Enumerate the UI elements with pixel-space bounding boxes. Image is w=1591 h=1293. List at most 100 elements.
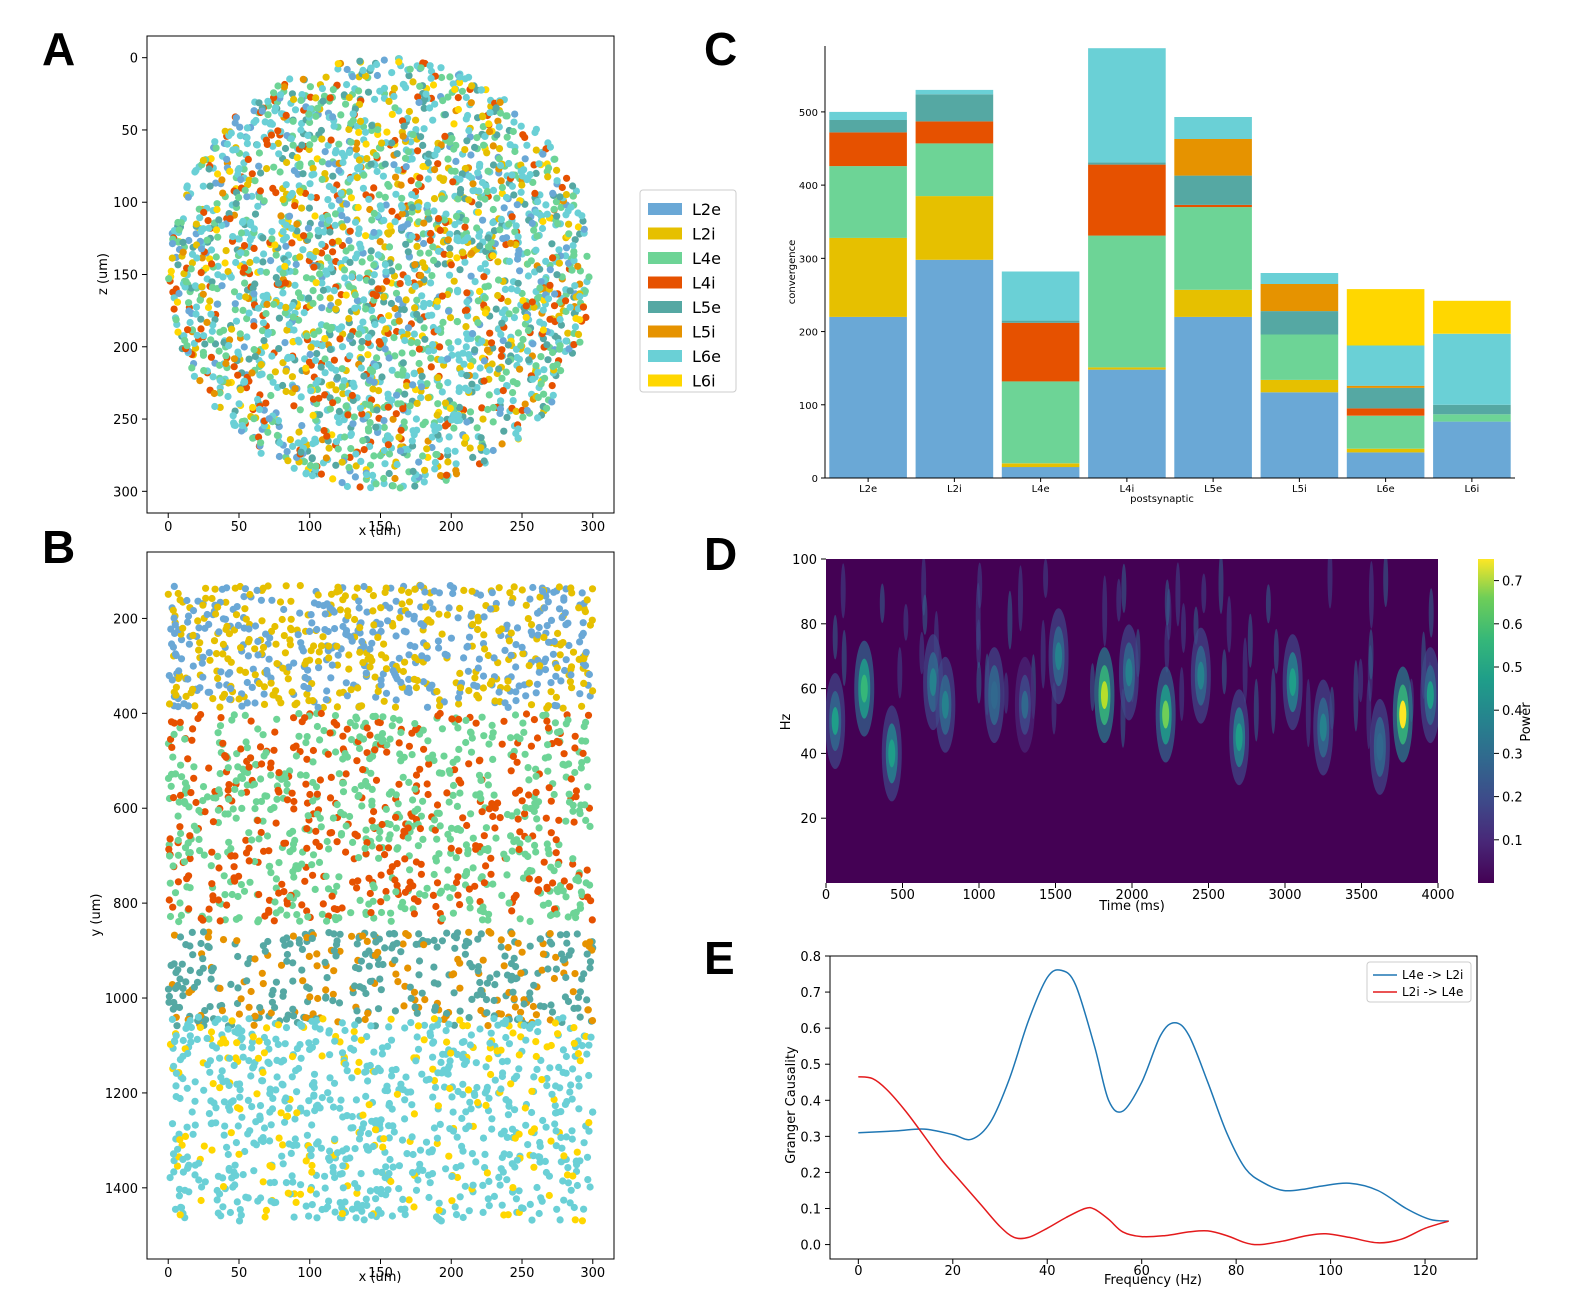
panel-b-cell-L2e [392, 632, 400, 640]
panel-a-cell-L5i [391, 474, 399, 483]
panel-b-cell-L2e [550, 637, 558, 646]
panel-b-cell-L5i [363, 937, 371, 946]
panel-a-cell-L6e [418, 292, 426, 300]
panel-a-cell-L5i [395, 317, 403, 325]
panel-b-cell-L6e [485, 1177, 493, 1185]
panel-b-cell-L2e [243, 699, 251, 707]
panel-b-cell-L5e [174, 966, 182, 974]
panel-b-cell-L4e [337, 830, 346, 838]
panel-a-cell-L6e [257, 267, 265, 275]
panel-b-cell-L5i [218, 1007, 226, 1015]
panel-b-cell-L5e [468, 963, 476, 971]
panel-b-cell-L4e [356, 896, 364, 905]
panel-b-cell-L6e [503, 1176, 511, 1184]
panel-b-cell-L5e [526, 942, 534, 950]
panel-a-cell-L6e [509, 397, 517, 405]
panel-a-cell-L4e [505, 220, 513, 228]
panel-b-cell-L2i [219, 640, 227, 649]
panel-a-cell-L4e [453, 318, 461, 326]
panel-a-cell-L4i [427, 229, 435, 238]
panel-b-cell-L4i [480, 832, 488, 840]
panel-a-cell-L6e [328, 202, 336, 210]
panel-a-cell-L6e [306, 180, 314, 188]
panel-b-cell-L6e [348, 1074, 356, 1082]
panel-b-cell-L5e [461, 950, 469, 958]
panel-a-cell-L5i [496, 98, 504, 106]
panel-a-cell-L2i [244, 181, 252, 189]
panel-b-cell-L4i [552, 849, 560, 857]
panel-b-cell-L4e [466, 897, 474, 905]
panel-b-cell-L2e [346, 633, 354, 641]
panel-b-cell-L4i [219, 739, 227, 747]
panel-b-cell-L4e [543, 840, 551, 848]
panel-b-cell-L5i [518, 948, 526, 956]
panel-b-cell-L6e [429, 1093, 437, 1101]
panel-b-cell-L4e [167, 782, 175, 790]
panel-a-cell-L2i [565, 220, 573, 228]
panel-a-cell-L6e [308, 472, 317, 480]
panel-a-cell-L4e [489, 418, 497, 426]
panel-a-cell-L4e [335, 140, 343, 148]
panel-b-cell-L4e [298, 860, 306, 868]
panel-a-cell-L6e [417, 394, 425, 402]
panel-b-cell-L4i [365, 874, 373, 882]
panel-b-cell-L4i [378, 820, 386, 829]
panel-a-cell-L6e [325, 216, 333, 224]
panel-b-cell-L5i [259, 980, 267, 988]
panel-a-cell-L4e [321, 355, 329, 363]
panel-a-cell-L4i [344, 411, 352, 419]
panel-b-cell-L4i [257, 828, 265, 837]
panel-a-cell-L4e [230, 288, 239, 296]
panel-a-cell-L5i [353, 139, 361, 147]
panel-b-cell-L2e [248, 683, 256, 692]
panel-a-cell-L2i [459, 249, 467, 257]
panel-b-cell-L4e [175, 798, 183, 806]
panel-b-cell-L4e [257, 797, 266, 806]
panel-b-cell-L4e [480, 845, 489, 854]
panel-a-cell-L4e [370, 261, 378, 269]
panel-a-cell-L2i [307, 343, 315, 351]
panel-b-cell-L4e [316, 814, 324, 822]
panel-a-cell-L2e [511, 110, 519, 118]
panel-b-cell-L4i [498, 740, 506, 748]
panel-b-cell-L2i [398, 586, 406, 594]
panel-b-cell-L5i [497, 936, 505, 944]
panel-a-cell-L4e [182, 278, 190, 286]
panel-b-cell-L5e [397, 948, 405, 956]
panel-a-cell-L5i [411, 261, 419, 269]
panel-b-cell-L4i [187, 789, 195, 797]
panel-b-cell-L5e [335, 999, 344, 1007]
panel-b-cell-L2e [205, 620, 213, 629]
panel-a-cell-L6e [264, 328, 272, 336]
panel-a-cell-L4i [208, 260, 216, 268]
panel-b-cell-L4e [539, 901, 548, 909]
panel-a-cell-L6e [388, 366, 396, 374]
panel-a-cell-L6e [427, 67, 436, 75]
panel-a-cell-L4e [391, 104, 399, 112]
panel-b-cell-L4i [491, 804, 499, 812]
panel-b-cell-L4i [447, 844, 455, 852]
panel-a-cell-L6e [571, 323, 580, 331]
panel-a-cell-L5e [504, 357, 513, 366]
panel-b-cell-L4i [549, 879, 557, 887]
panel-b-cell-L4e [309, 778, 317, 787]
panel-a-cell-L5e [174, 261, 182, 269]
panel-a-cell-L4e [310, 135, 318, 143]
panel-b-cell-L4i [290, 805, 298, 813]
panel-a-cell-L2e [349, 73, 357, 81]
panel-a-cell-L2i [382, 325, 390, 333]
panel-b-cell-L5i [371, 951, 379, 959]
panel-b-cell-L5e [298, 945, 306, 954]
panel-a-cell-L4i [522, 302, 530, 310]
panel-b-cell-L5e [289, 1005, 297, 1013]
panel-b-cell-L6i [507, 1080, 515, 1088]
panel-b-cell-L4e [397, 728, 405, 737]
panel-b-cell-L2e [180, 700, 188, 708]
panel-a-legend-swatch-L6i [648, 374, 682, 387]
panel-a-cell-L5e [255, 99, 263, 107]
panel-b-cell-L4e [340, 811, 348, 819]
panel-b-cell-L2e [534, 609, 542, 617]
panel-a-cell-L6e [394, 166, 402, 174]
panel-b-cell-L5i [517, 1008, 525, 1016]
panel-a-cell-L4e [514, 329, 523, 337]
